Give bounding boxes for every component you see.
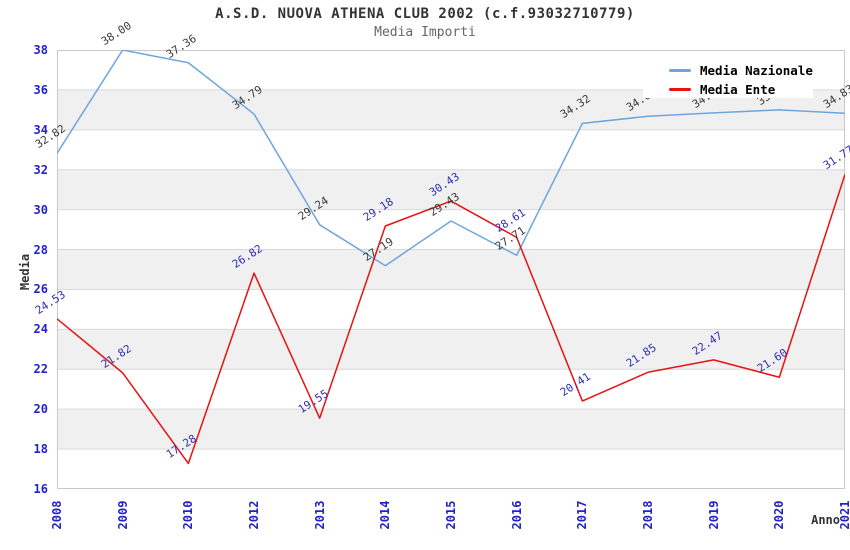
y-tick-label: 26 bbox=[33, 282, 48, 297]
plot-border bbox=[57, 50, 845, 489]
x-tick-label: 2021 bbox=[838, 500, 850, 530]
x-tick-label: 2014 bbox=[378, 500, 393, 530]
y-tick-label: 20 bbox=[33, 402, 48, 417]
x-tick-label: 2009 bbox=[115, 500, 130, 530]
legend-item-media-nazionale: Media Nazionale bbox=[643, 61, 813, 80]
media-nazionale-line-swatch-icon bbox=[669, 69, 691, 72]
plot-svg bbox=[57, 50, 845, 489]
grid-band bbox=[57, 169, 845, 210]
y-tick-label: 36 bbox=[33, 82, 48, 97]
x-tick-label: 2013 bbox=[312, 500, 327, 530]
legend-item-media-ente: Media Ente bbox=[643, 80, 813, 99]
y-tick-label: 18 bbox=[33, 442, 48, 457]
grid-band bbox=[57, 249, 845, 290]
y-tick-label: 16 bbox=[33, 482, 48, 496]
x-tick-label: 2008 bbox=[50, 500, 64, 530]
y-tick-label: 28 bbox=[33, 242, 48, 257]
legend-label: Media Ente bbox=[700, 82, 776, 97]
grid-band bbox=[57, 329, 845, 370]
grid-band bbox=[57, 409, 845, 450]
x-tick-label: 2016 bbox=[509, 500, 524, 530]
series-line-media-ente bbox=[57, 174, 845, 465]
x-tick-label: 2017 bbox=[575, 500, 590, 530]
x-tick-label: 2020 bbox=[772, 500, 787, 530]
page-subtitle: Media Importi bbox=[374, 25, 476, 40]
x-tick-label: 2010 bbox=[181, 500, 196, 530]
y-tick-label: 34 bbox=[33, 122, 48, 137]
media-ente-line-swatch-icon bbox=[669, 88, 691, 91]
y-tick-label: 30 bbox=[33, 202, 48, 217]
x-axis-title: Anno bbox=[811, 513, 840, 527]
x-tick-label: 2012 bbox=[247, 500, 261, 530]
x-tick-label: 2019 bbox=[706, 500, 721, 530]
y-tick-label: 38 bbox=[33, 43, 48, 57]
legend: Media Nazionale Media Ente bbox=[643, 52, 813, 98]
y-tick-label: 32 bbox=[33, 162, 48, 177]
y-tick-label: 24 bbox=[33, 322, 48, 337]
page-title: A.S.D. NUOVA ATHENA CLUB 2002 (c.f.93032… bbox=[215, 6, 635, 22]
plot-area bbox=[57, 50, 845, 489]
x-tick-label: 2015 bbox=[444, 500, 458, 530]
series-line-media-nazionale bbox=[57, 50, 845, 267]
x-tick-label: 2018 bbox=[641, 500, 655, 530]
legend-label: Media Nazionale bbox=[700, 63, 813, 78]
y-tick-label: 22 bbox=[33, 362, 48, 377]
